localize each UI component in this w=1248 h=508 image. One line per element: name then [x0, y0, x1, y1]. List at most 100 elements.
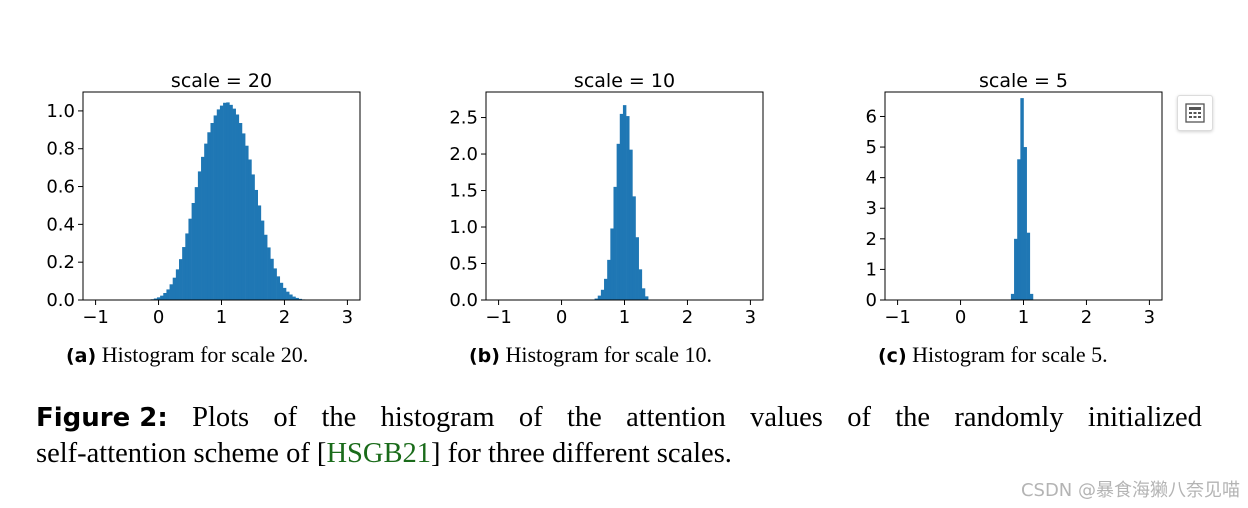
- histogram-bar: [216, 109, 221, 300]
- histogram-bar: [201, 156, 205, 300]
- histogram-bar: [213, 115, 218, 301]
- figure-label: Figure 2:: [36, 403, 168, 433]
- histogram-bar: [226, 102, 230, 301]
- caption-word: Plots: [192, 402, 250, 433]
- y-tick-label: 2.5: [449, 108, 478, 129]
- y-tick-label: 0.0: [449, 290, 478, 311]
- x-tick-label: 2: [279, 307, 290, 328]
- y-tick-label: 5: [866, 137, 877, 158]
- histogram-bar: [163, 293, 167, 300]
- x-tick-label: 2: [1081, 307, 1092, 328]
- watermark: CSDN @暴食海獭八奈见喵: [1020, 480, 1240, 501]
- histogram-bar: [635, 237, 639, 300]
- x-tick-label: 3: [342, 307, 353, 328]
- caption-word: the: [321, 402, 357, 433]
- histogram-bar: [270, 258, 274, 300]
- histogram-bar: [616, 143, 621, 300]
- x-tick-label: 0: [556, 307, 567, 328]
- histogram-bar: [232, 108, 236, 300]
- histogram-bar: [626, 116, 630, 300]
- y-tick-label: 1.0: [449, 217, 478, 238]
- histogram-bar: [298, 298, 303, 300]
- histogram-bar: [254, 189, 258, 300]
- figure-caption-line1: Figure 2: Plots of the histogram of the attent…: [36, 400, 1202, 436]
- histogram-bar: [629, 149, 633, 300]
- histogram-bar: [276, 276, 281, 300]
- caption-word: of: [273, 402, 298, 433]
- y-tick-label: 2.0: [449, 144, 478, 165]
- histogram-bar: [597, 295, 602, 300]
- histogram-bar: [160, 295, 164, 300]
- y-tick-label: 4: [866, 168, 877, 189]
- histogram-bar: [610, 228, 614, 300]
- y-tick-label: 0.5: [449, 254, 478, 275]
- y-tick-label: 0.8: [46, 139, 75, 160]
- histogram-bar: [245, 145, 249, 300]
- histogram-bar: [632, 196, 636, 300]
- histogram-bar: [1010, 293, 1015, 300]
- histogram-bar: [600, 289, 605, 300]
- x-tick-label: −1: [485, 307, 512, 328]
- x-tick-label: 0: [153, 307, 164, 328]
- x-tick-label: 3: [1144, 307, 1155, 328]
- histogram-bar: [185, 233, 189, 300]
- x-tick-label: 1: [619, 307, 630, 328]
- histogram-bar: [619, 113, 624, 300]
- histogram-bar: [267, 247, 271, 300]
- caption-word: initialized: [1087, 402, 1202, 433]
- histogram-bar: [241, 133, 246, 300]
- histogram-bar: [644, 296, 649, 300]
- calculator-button[interactable]: [1177, 95, 1213, 131]
- histogram-bar: [194, 187, 199, 300]
- caption-word: of: [518, 402, 543, 433]
- histogram-bar: [251, 174, 255, 300]
- histogram-bar: [622, 105, 627, 300]
- histogram-bar: [607, 259, 611, 300]
- calculator-icon: [1185, 103, 1205, 123]
- histogram-bar: [1023, 147, 1027, 300]
- y-tick-label: 1.5: [449, 181, 478, 202]
- histogram-bar: [604, 278, 608, 300]
- chart-title: scale = 5: [979, 70, 1068, 92]
- panel-c: scale = 5 −1 0 1 2 3 0 1 2 3 4 5 6 (c) Histogram for…: [802, 0, 1202, 380]
- y-tick-label: 2: [866, 229, 877, 250]
- caption-c: (c) Histogram for scale 5.: [878, 342, 1108, 367]
- histogram-bar: [172, 277, 177, 300]
- histogram-bar: [638, 269, 643, 300]
- y-tick-label: 3: [866, 198, 877, 219]
- histogram-bar: [204, 143, 208, 300]
- histogram-bar: [1029, 293, 1034, 300]
- histogram-bar: [169, 284, 174, 300]
- histogram-bar: [1017, 159, 1021, 300]
- histogram-bar: [295, 297, 299, 300]
- y-tick-label: 6: [866, 106, 877, 127]
- histogram-bar: [282, 287, 287, 300]
- y-tick-label: 0.0: [46, 290, 75, 311]
- x-tick-label: 3: [745, 307, 756, 328]
- histogram-scale-5: scale = 5 −1 0 1 2 3 0 1 2 3 4 5 6: [866, 70, 1163, 328]
- histogram-bar: [235, 114, 240, 300]
- histogram-bar: [175, 269, 180, 300]
- histogram-bar: [286, 291, 290, 300]
- panel-b: scale = 10 −1 0 1 2 3 0.0 0.5 1.0 1.5 2.0 2.5 (b) H…: [403, 0, 803, 380]
- histogram-bar: [1026, 232, 1031, 300]
- chart-title: scale = 20: [171, 70, 272, 92]
- y-tick-label: 0: [866, 290, 877, 311]
- histogram-bar: [1014, 238, 1018, 300]
- histogram-bar: [191, 202, 196, 300]
- histogram-scale-20: scale = 20 −1 0 1 2 3 0.0 0.2 0.4 0.6 0.8 1.0: [46, 70, 361, 328]
- citation-link[interactable]: HSGB21: [326, 438, 431, 469]
- histogram-bar: [257, 205, 262, 300]
- histogram-bar: [207, 132, 211, 300]
- caption-word: values: [750, 402, 823, 433]
- caption-word: attention: [626, 402, 726, 433]
- histogram-bar: [197, 171, 202, 300]
- histogram-bar: [613, 186, 617, 300]
- panel-a: scale = 20 −1 0 1 2 3 0.0 0.2 0.4 0.6 0.8 1.0 (a) H…: [0, 0, 400, 380]
- histogram-bar: [223, 102, 227, 300]
- caption-word: randomly: [954, 402, 1064, 433]
- x-tick-label: 1: [1018, 307, 1029, 328]
- caption-a: (a) Histogram for scale 20.: [66, 342, 309, 367]
- y-tick-label: 0.2: [46, 252, 75, 273]
- histogram-bar: [279, 282, 284, 300]
